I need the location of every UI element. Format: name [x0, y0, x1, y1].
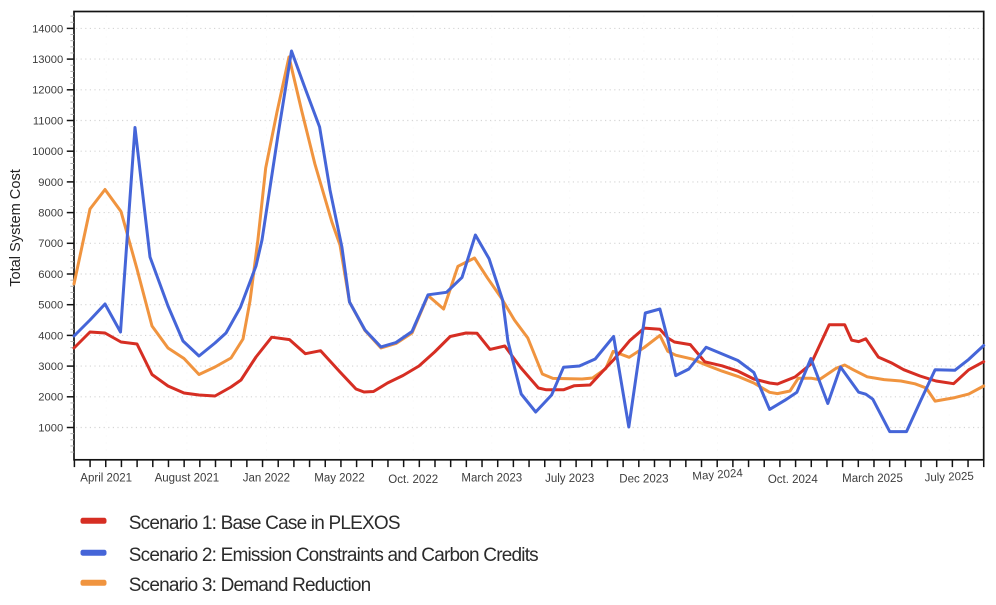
svg-text:4000: 4000	[38, 330, 63, 342]
svg-text:Oct. 2022: Oct. 2022	[388, 474, 438, 486]
svg-text:14000: 14000	[32, 23, 63, 35]
svg-text:Jan 2022: Jan 2022	[243, 473, 290, 485]
svg-text:3000: 3000	[38, 361, 63, 373]
svg-text:March 2023: March 2023	[461, 473, 522, 485]
svg-text:March 2025: March 2025	[842, 473, 903, 485]
svg-text:7000: 7000	[38, 238, 63, 250]
svg-text:5000: 5000	[38, 300, 63, 312]
svg-text:Scenario 2: Emission Constrain: Scenario 2: Emission Constraints and Car…	[129, 545, 538, 566]
svg-text:May 2024: May 2024	[692, 468, 744, 484]
svg-text:Total System Cost: Total System Cost	[8, 169, 24, 287]
svg-text:1000: 1000	[38, 422, 63, 434]
svg-text:2000: 2000	[38, 392, 63, 404]
svg-text:July 2025: July 2025	[924, 471, 974, 485]
svg-text:Dec 2023: Dec 2023	[619, 474, 668, 486]
svg-text:8000: 8000	[38, 208, 63, 220]
svg-text:July 2023: July 2023	[545, 473, 594, 485]
svg-text:April 2021: April 2021	[80, 473, 132, 485]
svg-text:Oct. 2024: Oct. 2024	[768, 474, 818, 486]
svg-text:Scenario 3: Demand Reduction: Scenario 3: Demand Reduction	[129, 575, 371, 596]
svg-text:August 2021: August 2021	[155, 473, 220, 485]
svg-text:11000: 11000	[33, 115, 63, 127]
svg-text:9000: 9000	[38, 177, 63, 189]
svg-text:12000: 12000	[32, 85, 63, 97]
svg-text:May 2022: May 2022	[314, 473, 365, 485]
svg-text:6000: 6000	[38, 269, 63, 281]
svg-text:10000: 10000	[32, 146, 63, 158]
svg-text:Scenario 1: Base Case in PLEXO: Scenario 1: Base Case in PLEXOS	[129, 513, 400, 534]
svg-text:13000: 13000	[32, 54, 63, 66]
